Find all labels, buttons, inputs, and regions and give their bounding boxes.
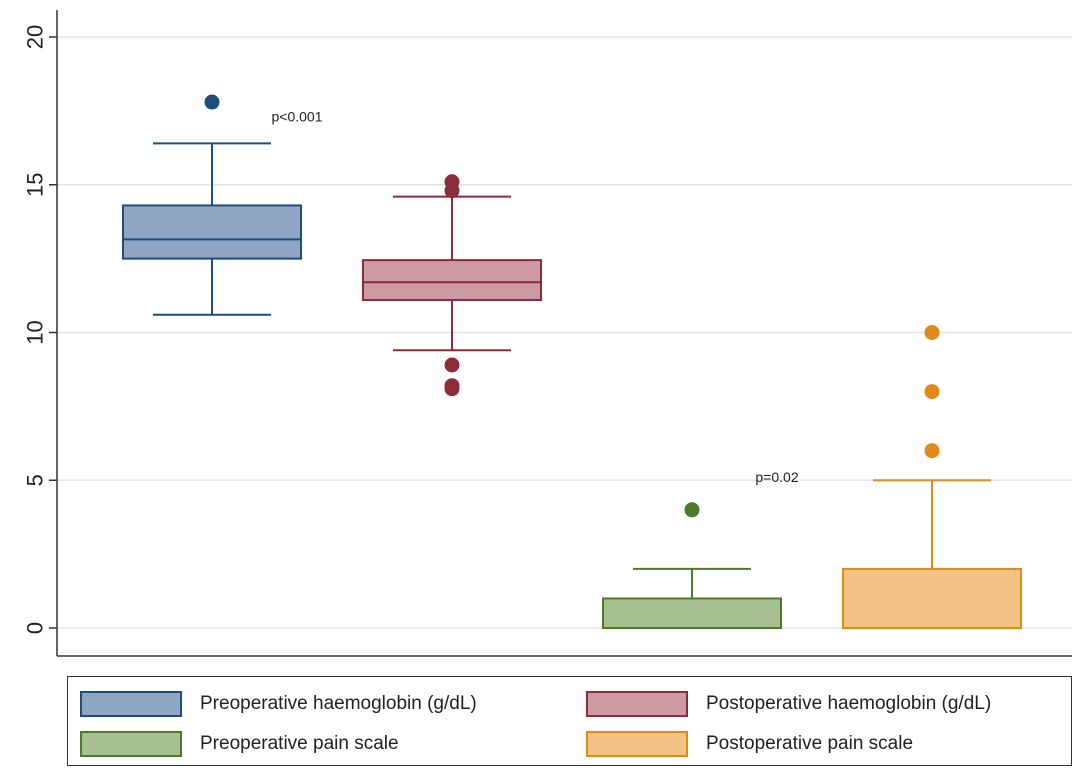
y-tick-label: 10 <box>23 320 48 344</box>
annotations: p<0.001 p=0.02 <box>272 109 799 486</box>
legend-swatch <box>80 731 182 757</box>
box-series <box>122 94 1022 630</box>
outlier-point <box>444 357 460 373</box>
legend-item-postop-pain: Postoperative pain scale <box>586 729 913 759</box>
box-4 <box>842 325 1022 630</box>
box-3 <box>602 502 782 630</box>
legend-label: Preoperative haemoglobin (g/dL) <box>200 693 477 714</box>
box-iqr <box>362 259 542 301</box>
outlier-point <box>684 502 700 518</box>
grid-lines <box>57 36 1072 629</box>
outlier-point <box>204 94 220 110</box>
box-1 <box>122 94 302 316</box>
y-tick-label: 0 <box>23 622 48 634</box>
outlier-point <box>444 183 460 199</box>
legend-label: Postoperative pain scale <box>706 733 914 754</box>
box-2 <box>362 174 542 397</box>
outlier-point <box>924 384 940 400</box>
legend-swatch <box>586 731 688 757</box>
box-iqr <box>602 597 782 630</box>
y-tick-label: 5 <box>23 474 48 486</box>
boxplot-chart: 0 5 10 15 20 p<0.001 p=0.02 <box>23 10 1072 657</box>
y-axis: 0 5 10 15 20 <box>23 10 1072 657</box>
outlier-point <box>444 381 460 397</box>
legend-label: Preoperative pain scale <box>200 733 399 754</box>
y-tick-label: 20 <box>23 25 48 49</box>
box-iqr <box>122 204 302 260</box>
y-tick-label: 15 <box>23 173 48 197</box>
box-iqr <box>842 567 1022 630</box>
legend-swatch <box>586 691 688 717</box>
legend-item-postop-hb: Postoperative haemoglobin (g/dL) <box>586 689 991 719</box>
outlier-point <box>924 325 940 340</box>
p-value-annotation: p=0.02 <box>755 469 798 485</box>
outlier-point <box>924 443 940 459</box>
legend-swatch <box>80 691 182 717</box>
legend-item-preop-hb: Preoperative haemoglobin (g/dL) <box>80 689 477 719</box>
p-value-annotation: p<0.001 <box>272 109 323 125</box>
legend: Preoperative haemoglobin (g/dL) Postoper… <box>67 676 1072 766</box>
legend-item-preop-pain: Preoperative pain scale <box>80 729 399 759</box>
legend-label: Postoperative haemoglobin (g/dL) <box>706 693 992 714</box>
